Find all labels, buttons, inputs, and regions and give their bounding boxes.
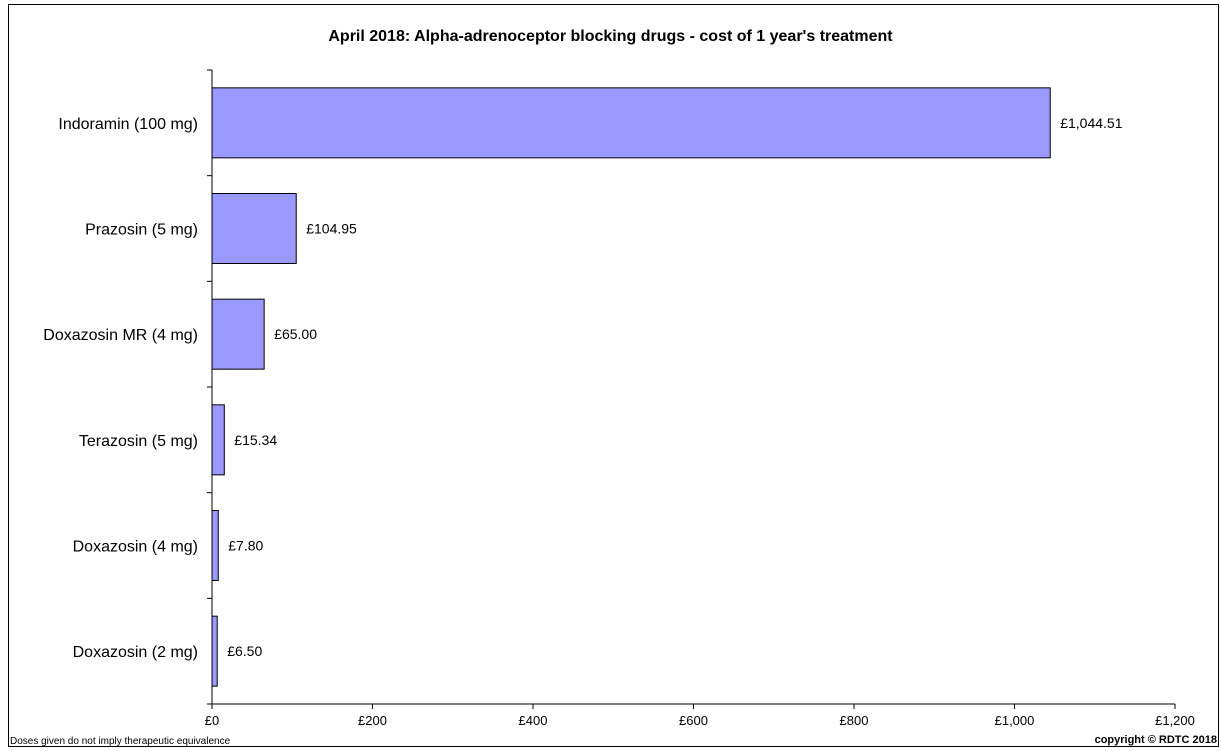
data-label: £104.95 <box>306 221 357 237</box>
x-tick-label: £0 <box>205 713 219 728</box>
x-tick-label: £800 <box>840 713 869 728</box>
x-tick-label: £1,200 <box>1155 713 1195 728</box>
x-tick-label: £400 <box>519 713 548 728</box>
copyright-notice: copyright © RDTC 2018 <box>1094 734 1217 746</box>
category-label: Doxazosin (4 mg) <box>73 539 198 556</box>
bar <box>211 404 225 476</box>
bar <box>211 87 1051 159</box>
data-label: £65.00 <box>274 326 317 342</box>
bar <box>211 615 218 687</box>
x-tick-label: £200 <box>358 713 387 728</box>
data-label: £15.34 <box>234 432 277 448</box>
data-label: £6.50 <box>227 643 262 659</box>
x-tick-label: £1,000 <box>995 713 1035 728</box>
category-label: Doxazosin MR (4 mg) <box>43 327 198 344</box>
chart-title: April 2018: Alpha-adrenoceptor blocking … <box>328 28 893 45</box>
bar <box>211 193 297 264</box>
x-tick-label: £600 <box>679 713 708 728</box>
bar <box>211 298 265 370</box>
footnote: Doses given do not imply therapeutic equ… <box>10 736 231 747</box>
data-label: £1,044.51 <box>1060 115 1122 131</box>
data-label: £7.80 <box>228 538 263 554</box>
category-label: Terazosin (5 mg) <box>79 433 198 450</box>
category-label: Doxazosin (2 mg) <box>73 644 198 661</box>
category-label: Indoramin (100 mg) <box>58 116 198 133</box>
bar <box>211 510 219 581</box>
category-label: Prazosin (5 mg) <box>85 222 198 239</box>
